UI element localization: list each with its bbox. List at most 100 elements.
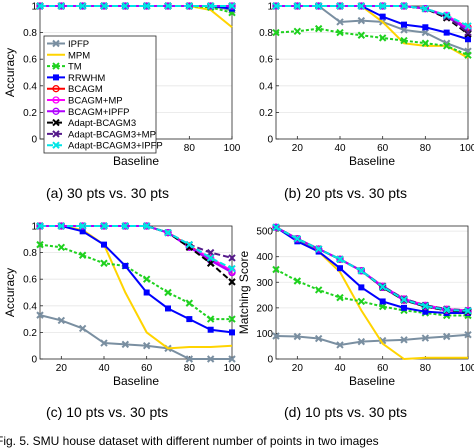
legend-marker bbox=[52, 96, 60, 104]
data-point bbox=[142, 275, 151, 283]
data-point bbox=[336, 28, 344, 37]
data-point bbox=[293, 235, 301, 243]
series-line bbox=[39, 314, 232, 360]
data-point bbox=[357, 267, 366, 275]
data-point bbox=[400, 336, 408, 344]
x-tick-label: 60 bbox=[141, 363, 153, 374]
data-point bbox=[165, 305, 171, 312]
data-point bbox=[314, 245, 323, 253]
data-point bbox=[314, 2, 323, 10]
series-tm bbox=[272, 265, 472, 320]
series-line bbox=[275, 226, 469, 312]
series-tm bbox=[272, 24, 472, 59]
y-tick-label: 0.2 bbox=[23, 108, 37, 119]
x-tick-label: 80 bbox=[184, 143, 196, 154]
data-point bbox=[464, 28, 472, 37]
data-point bbox=[293, 27, 302, 35]
x-tick-label: 60 bbox=[377, 143, 389, 154]
series-line bbox=[40, 225, 233, 274]
data-point bbox=[207, 326, 214, 333]
chart-panel-d: 0 100 200 300 400 500 20 40 60 80 100 Baseline Match… bbox=[237, 223, 474, 388]
series-line bbox=[275, 226, 469, 312]
legend-label: Adapt-BCAGM3+MP bbox=[68, 129, 156, 140]
x-axis-label: Baseline bbox=[113, 154, 159, 168]
data-point bbox=[206, 315, 215, 323]
chart-panel-b: 0 0.2 0.4 0.6 0.8 1 20 40 60 80 100 Baseline bbox=[259, 2, 474, 169]
plot-area bbox=[275, 5, 469, 140]
data-point bbox=[378, 2, 387, 10]
data-point bbox=[400, 26, 408, 34]
data-point bbox=[357, 31, 366, 39]
data-point bbox=[206, 355, 215, 363]
data-point bbox=[336, 341, 344, 349]
x-tick-label: 100 bbox=[224, 143, 241, 154]
chart-panel-c: 0 0.2 0.4 0.6 0.8 1 20 40 60 80 100 Baseline Accurac… bbox=[3, 222, 241, 389]
legend-item: Adapt-BCAGM3+MP bbox=[47, 129, 156, 140]
data-point bbox=[421, 28, 430, 37]
data-point bbox=[421, 302, 430, 310]
x-axis-label: Baseline bbox=[113, 374, 159, 388]
data-point bbox=[336, 255, 344, 263]
legend-marker bbox=[52, 130, 60, 138]
data-point bbox=[36, 311, 44, 319]
data-point bbox=[421, 334, 430, 342]
data-point bbox=[121, 2, 130, 10]
data-point bbox=[357, 267, 365, 275]
data-point bbox=[378, 34, 387, 42]
legend: IPFPMPMTMRRWHMBCAGMBCAGM+MPBCAGM+IPFPAda… bbox=[43, 35, 163, 154]
data-point bbox=[421, 4, 430, 13]
data-point bbox=[228, 2, 236, 10]
y-tick-label: 0.6 bbox=[259, 55, 273, 66]
data-point bbox=[293, 235, 302, 243]
series-line bbox=[275, 226, 468, 314]
data-point bbox=[57, 316, 66, 325]
x-tick-label: 40 bbox=[334, 363, 346, 374]
series-line bbox=[275, 226, 468, 361]
series-line bbox=[40, 225, 233, 270]
y-tick-label: 200 bbox=[256, 303, 273, 314]
legend-marker bbox=[52, 141, 60, 149]
y-tick-label: 0.6 bbox=[23, 275, 37, 286]
series-line bbox=[276, 5, 469, 31]
legend-label: IPFP bbox=[68, 39, 89, 50]
data-point bbox=[314, 286, 323, 294]
data-point bbox=[272, 332, 280, 340]
data-point bbox=[185, 240, 194, 249]
data-point bbox=[422, 24, 429, 31]
data-point bbox=[228, 264, 236, 273]
legend-label: BCAGM+IPFP bbox=[68, 107, 130, 118]
data-point bbox=[57, 2, 66, 10]
series-tm bbox=[36, 240, 236, 323]
series-adapt-bcagm3-ipfp bbox=[272, 2, 472, 30]
data-point bbox=[78, 222, 87, 230]
data-point bbox=[337, 265, 343, 272]
data-point bbox=[100, 222, 108, 230]
plot-area bbox=[275, 225, 469, 360]
series-mpm bbox=[40, 5, 233, 29]
y-tick-label: 1 bbox=[31, 222, 37, 233]
data-point bbox=[206, 2, 215, 10]
y-axis-label: Accuracy bbox=[3, 48, 17, 97]
data-point bbox=[442, 42, 451, 50]
legend-marker bbox=[52, 118, 60, 127]
series-line bbox=[39, 243, 232, 321]
data-point bbox=[315, 245, 323, 253]
legend-label: TM bbox=[68, 62, 82, 73]
legend-item: Adapt-BCAGM3 bbox=[47, 118, 136, 129]
data-point bbox=[272, 265, 280, 274]
legend-item: BCAGM bbox=[47, 84, 103, 95]
data-point bbox=[379, 283, 387, 292]
y-tick-label: 0.2 bbox=[259, 108, 273, 119]
legend-item: BCAGM+MP bbox=[47, 96, 123, 107]
series-line bbox=[40, 225, 233, 273]
y-tick-label: 400 bbox=[256, 252, 273, 263]
series-line bbox=[275, 333, 469, 346]
x-tick-label: 80 bbox=[420, 143, 432, 154]
data-point bbox=[121, 222, 130, 230]
data-point bbox=[400, 2, 408, 10]
y-tick-label: 0.8 bbox=[259, 28, 273, 39]
data-point bbox=[465, 36, 471, 43]
data-point bbox=[464, 51, 472, 59]
y-tick-label: 0 bbox=[31, 355, 37, 366]
